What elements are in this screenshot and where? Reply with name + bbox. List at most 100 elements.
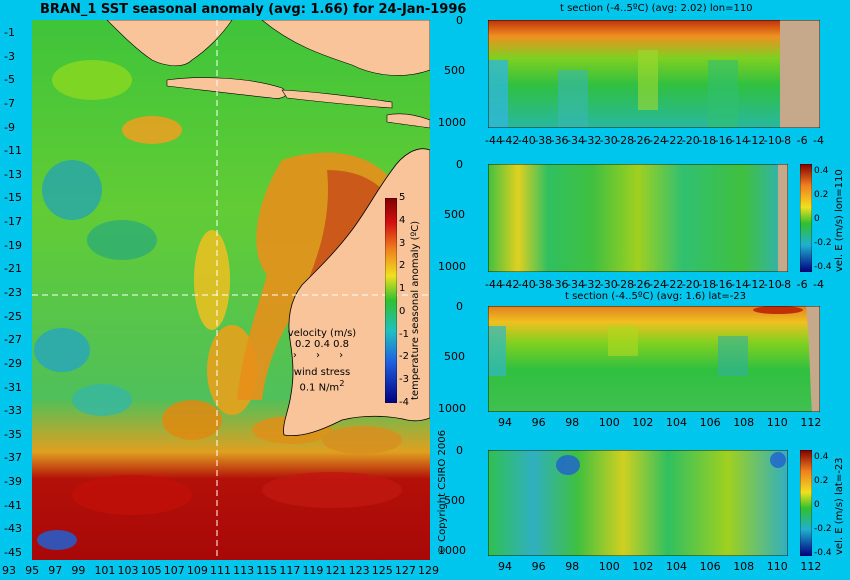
velocity-colorbar-tick: 0.4 <box>814 166 829 176</box>
map-title: BRAN_1 SST seasonal anomaly (avg: 1.66) … <box>40 2 467 17</box>
map-lat-tick: -39 <box>4 475 22 489</box>
map-lon-tick: 113 <box>233 564 255 577</box>
panel-x-tick: -28 <box>616 134 635 147</box>
panel-x-tick: -20 <box>681 134 700 147</box>
panel-x-tick: -30 <box>599 134 618 147</box>
panel-x-tick: -30 <box>599 278 618 291</box>
map-lon-tick: 119 <box>302 564 324 577</box>
map-lon-tick: 103 <box>117 564 139 577</box>
panel-x-tick: 110 <box>766 560 788 573</box>
panel-x-tick: -36 <box>550 278 569 291</box>
map-colorbar-tick: 1 <box>399 283 406 295</box>
panel-y-tick: 500 <box>444 350 465 363</box>
temperature-section-lon110 <box>488 20 820 128</box>
map-lat-tick: -17 <box>4 215 22 229</box>
panel-x-tick: 96 <box>531 416 546 429</box>
panel-x-tick: 102 <box>632 416 654 429</box>
map-lon-tick: 115 <box>256 564 278 577</box>
map-colorbar-tick: 0 <box>399 305 406 317</box>
map-lon-tick: 105 <box>140 564 162 577</box>
panel-y-tick: 500 <box>444 494 465 507</box>
panel-x-tick: -44 <box>485 278 503 291</box>
wind-stress-value: 0.1 N/m2 <box>299 378 345 394</box>
panel-y-tick: 500 <box>444 208 465 221</box>
map-lat-tick: -31 <box>4 380 22 394</box>
panel-x-tick: -40 <box>517 134 536 147</box>
velocity-section-lon110 <box>488 164 788 272</box>
velocity-colorbar-tick: 0.2 <box>814 190 829 200</box>
velocity-legend-title: velocity (m/s) <box>287 328 357 339</box>
panel-x-tick: -8 <box>780 134 792 147</box>
map-colorbar-tick: -3 <box>399 374 409 386</box>
map-lat-tick: -41 <box>4 498 22 512</box>
panel4-colorbar-label: vel. E (m/s) lat=-23 <box>834 457 845 555</box>
panel-y-tick: 0 <box>456 158 463 171</box>
temperature-section-lat23 <box>488 306 820 412</box>
panel-x-tick: -38 <box>534 278 553 291</box>
map-colorbar-tick: 2 <box>399 260 406 272</box>
map-lat-tick: -15 <box>4 191 22 205</box>
panel-y-tick: 0 <box>456 444 463 457</box>
panel-x-tick: -16 <box>714 278 733 291</box>
map-lat-tick: -9 <box>4 120 15 134</box>
map-lat-tick: -1 <box>4 26 15 39</box>
velocity-colorbar-tick: -0.2 <box>814 524 832 534</box>
map-colorbar-tick: -4 <box>399 397 409 408</box>
panel-x-tick: 104 <box>666 560 687 573</box>
velocity-colorbar-tick: 0.4 <box>814 452 829 462</box>
panel-x-tick: 106 <box>699 560 721 573</box>
panel-x-tick: -4 <box>813 134 824 147</box>
map-lat-tick: -11 <box>4 144 22 158</box>
panel-x-tick: -6 <box>796 134 808 147</box>
map-lon-tick: 127 <box>394 564 416 577</box>
panel-x-tick: -8 <box>780 278 792 291</box>
map-lon-tick: 99 <box>71 564 86 577</box>
velocity-colorbar-tick: -0.4 <box>814 262 832 272</box>
panel-x-tick: -34 <box>567 134 585 147</box>
velocity-section-lat23 <box>488 450 788 556</box>
map-lat-tick: -27 <box>4 333 22 347</box>
map-lat-tick: -23 <box>4 286 22 299</box>
map-lon-tick: 107 <box>163 564 185 577</box>
map-lat-tick: -5 <box>4 73 15 87</box>
map-lat-tick: -3 <box>4 49 15 63</box>
panel-x-tick: 110 <box>766 416 788 429</box>
map-colorbar-tick: 5 <box>399 192 406 203</box>
map-lon-tick: 129 <box>418 564 439 577</box>
map-lat-tick: -21 <box>4 262 22 276</box>
map-colorbar-label: temperature seasonal anomaly (ºC) <box>410 220 421 400</box>
map-lat-tick: -29 <box>4 356 22 370</box>
panel-y-tick: 0 <box>456 300 463 313</box>
panel-x-tick: -36 <box>550 134 569 147</box>
map-lat-tick: -7 <box>4 96 15 110</box>
panel-x-tick: -22 <box>665 278 684 291</box>
panel-x-tick: 100 <box>598 416 620 429</box>
panel-x-tick: 108 <box>733 560 755 573</box>
map-lon-tick: 95 <box>25 564 40 577</box>
map-lat-tick: -37 <box>4 451 22 465</box>
panel-x-tick: 96 <box>531 560 546 573</box>
panel-x-tick: -22 <box>665 134 684 147</box>
panel-x-tick: -34 <box>567 278 585 291</box>
panel-x-tick: -14 <box>731 134 749 147</box>
panel-x-tick: 104 <box>666 416 687 429</box>
velocity-colorbar-tick: 0 <box>814 214 820 224</box>
panel-x-tick: -12 <box>747 134 766 147</box>
panel-x-tick: -12 <box>747 278 766 291</box>
panel-y-tick: 0 <box>456 14 463 27</box>
map-colorbar-tick: 4 <box>399 214 406 226</box>
map-lon-tick: 117 <box>279 564 301 577</box>
panel-x-tick: -26 <box>632 134 651 147</box>
panel-x-tick: -26 <box>632 278 651 291</box>
panel-x-tick: -24 <box>649 134 667 147</box>
panel-x-tick: -10 <box>763 134 782 147</box>
panel-y-tick: 1000 <box>438 116 466 129</box>
panel1-title: t section (-4..5ºC) (avg: 2.02) lon=110 <box>560 3 753 14</box>
map-lat-tick: -19 <box>4 238 22 252</box>
panel-x-tick: 108 <box>733 416 755 429</box>
map-lon-tick: 125 <box>371 564 393 577</box>
panel-x-tick: -16 <box>714 134 733 147</box>
map-lon-tick: 121 <box>325 564 347 577</box>
map-lat-tick: -25 <box>4 309 22 323</box>
velocity-colorbar-tick: -0.4 <box>814 548 832 558</box>
